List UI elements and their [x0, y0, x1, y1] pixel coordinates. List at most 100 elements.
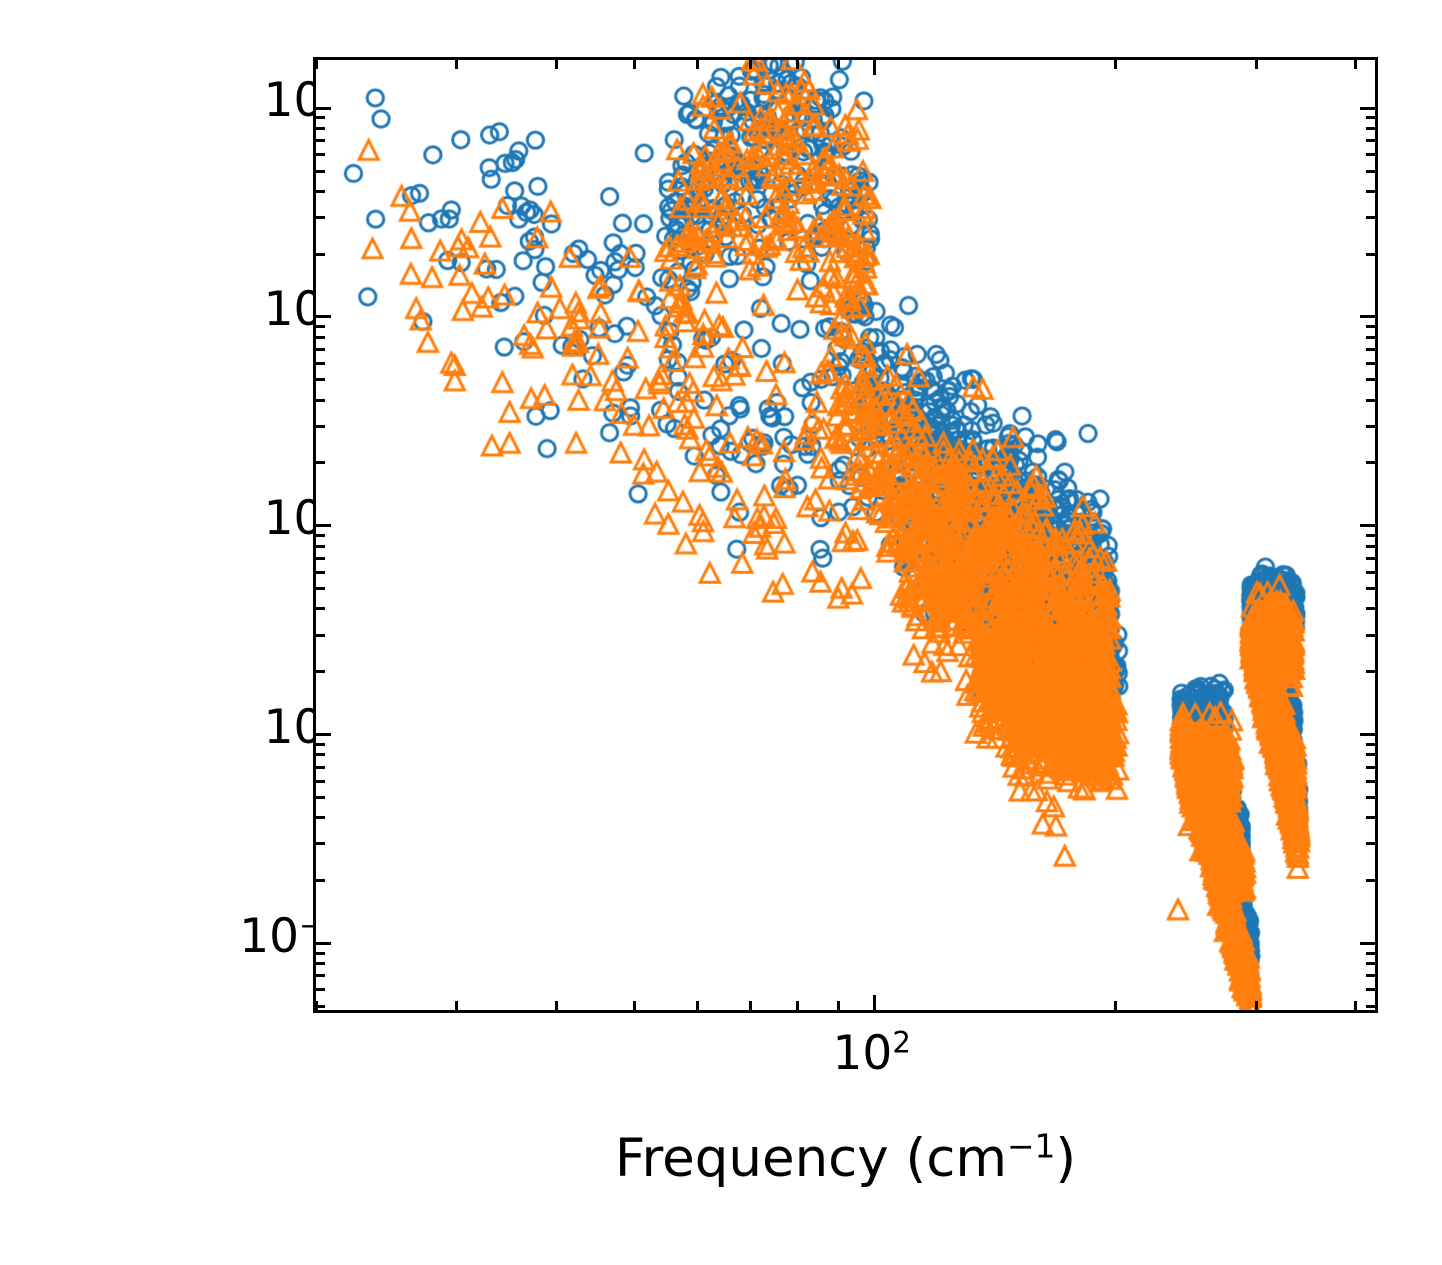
y-minor-tick-right [1366, 879, 1375, 883]
y-minor-tick-right [1366, 670, 1375, 674]
y-minor-tick-right [1366, 587, 1375, 591]
y-major-tick-right [1360, 106, 1375, 110]
x-minor-tick-top [314, 60, 318, 69]
y-minor-tick-right [1366, 533, 1375, 537]
x-minor-tick [314, 1001, 318, 1010]
x-minor-tick-top [836, 60, 840, 69]
y-minor-tick-right [1366, 398, 1375, 402]
y-minor-tick [316, 570, 325, 574]
y-minor-tick-right [1366, 361, 1375, 365]
y-minor-tick [316, 796, 325, 800]
x-minor-tick-top [1113, 60, 1117, 69]
y-major-tick [316, 524, 331, 528]
y-minor-tick [316, 189, 325, 193]
y-minor-tick [316, 361, 325, 365]
y-minor-tick-right [1366, 116, 1375, 120]
y-major-tick-right [1360, 524, 1375, 528]
y-minor-tick-right [1366, 152, 1375, 156]
x-tick-base: 10 [832, 1026, 893, 1081]
y-minor-tick-right [1366, 215, 1375, 219]
y-minor-tick-right [1366, 126, 1375, 130]
y-minor-tick [316, 533, 325, 537]
y-minor-tick [316, 138, 325, 142]
y-minor-tick [316, 335, 325, 339]
x-minor-tick-top [1254, 60, 1258, 69]
x-minor-tick [749, 1001, 753, 1010]
x-minor-tick-top [455, 60, 459, 69]
y-minor-tick-right [1366, 607, 1375, 611]
y-minor-tick-right [1366, 816, 1375, 820]
y-tick-base: 10 [239, 908, 300, 964]
y-minor-tick [316, 951, 325, 955]
y-minor-tick [316, 325, 325, 329]
y-minor-tick-right [1366, 974, 1375, 978]
x-minor-tick [695, 1001, 699, 1010]
y-minor-tick-right [1366, 169, 1375, 173]
y-minor-tick [316, 252, 325, 256]
y-minor-tick-right [1366, 544, 1375, 548]
y-minor-tick-right [1366, 988, 1375, 992]
y-minor-tick-right [1366, 189, 1375, 193]
y-minor-tick-right [1366, 461, 1375, 465]
y-minor-tick-right [1366, 347, 1375, 351]
x-axis-title-text: Frequency (cm [614, 1128, 1007, 1189]
x-minor-tick [836, 1001, 840, 1010]
y-minor-tick-right [1366, 325, 1375, 329]
y-minor-tick [316, 152, 325, 156]
x-minor-tick [1354, 1001, 1358, 1010]
x-minor-tick [795, 1001, 799, 1010]
x-minor-tick [555, 1001, 559, 1010]
y-minor-tick-right [1366, 335, 1375, 339]
y-major-tick-right [1360, 733, 1375, 737]
x-minor-tick-top [1354, 60, 1358, 69]
y-minor-tick-right [1366, 633, 1375, 637]
y-minor-tick [316, 544, 325, 548]
x-axis-title: Frequency (cm−1) [313, 1128, 1378, 1189]
y-minor-tick [316, 988, 325, 992]
x-minor-tick-top [749, 60, 753, 69]
x-minor-tick-top [555, 60, 559, 69]
y-minor-tick-right [1366, 753, 1375, 757]
y-minor-tick [316, 1004, 325, 1008]
scatter-plot-canvas [316, 60, 1375, 1010]
x-minor-tick [455, 1001, 459, 1010]
x-major-tick-top [873, 60, 877, 75]
y-minor-tick [316, 169, 325, 173]
y-minor-tick [316, 587, 325, 591]
y-minor-tick-right [1366, 742, 1375, 746]
y-minor-tick-right [1366, 138, 1375, 142]
y-minor-tick-right [1366, 779, 1375, 783]
y-minor-tick [316, 842, 325, 846]
y-minor-tick [316, 126, 325, 130]
y-major-tick-right [1360, 315, 1375, 319]
y-minor-tick [316, 962, 325, 966]
plot-axes: 300K 500K [313, 57, 1378, 1013]
y-minor-tick [316, 215, 325, 219]
y-minor-tick [316, 816, 325, 820]
x-minor-tick-top [795, 60, 799, 69]
x-minor-tick [1113, 1001, 1117, 1010]
y-minor-tick [316, 116, 325, 120]
y-minor-tick-right [1366, 951, 1375, 955]
y-minor-tick [316, 974, 325, 978]
y-minor-tick [316, 670, 325, 674]
x-minor-tick [632, 1001, 636, 1010]
x-minor-tick-top [695, 60, 699, 69]
y-minor-tick-right [1366, 556, 1375, 560]
y-minor-tick [316, 556, 325, 560]
y-minor-tick [316, 461, 325, 465]
y-major-tick-right [1360, 942, 1375, 946]
y-major-tick [316, 733, 331, 737]
y-minor-tick [316, 347, 325, 351]
y-minor-tick [316, 398, 325, 402]
y-major-tick [316, 106, 331, 110]
x-axis-title-exponent: −1 [1006, 1126, 1056, 1166]
y-minor-tick [316, 607, 325, 611]
y-minor-tick [316, 633, 325, 637]
y-minor-tick-right [1366, 765, 1375, 769]
y-minor-tick [316, 753, 325, 757]
y-minor-tick [316, 879, 325, 883]
y-minor-tick-right [1366, 424, 1375, 428]
y-minor-tick-right [1366, 842, 1375, 846]
